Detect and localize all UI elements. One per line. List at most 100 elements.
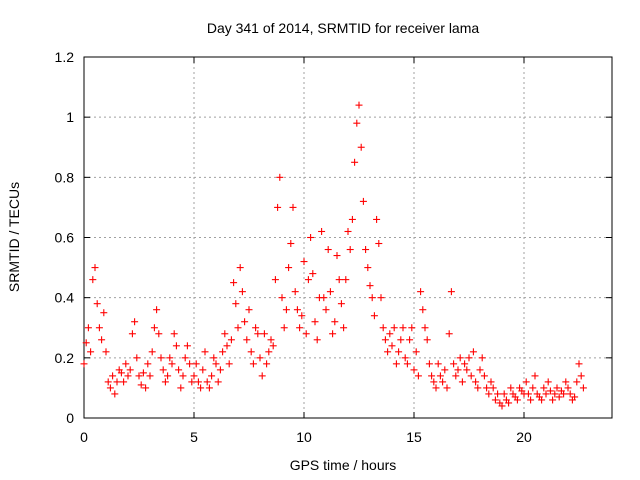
data-point (573, 378, 581, 386)
data-point (564, 384, 572, 392)
data-point (337, 300, 345, 308)
data-point (542, 390, 550, 398)
data-point (329, 330, 337, 338)
data-point (212, 360, 220, 368)
data-point (122, 360, 130, 368)
data-point (175, 366, 183, 374)
data-point (161, 378, 169, 386)
x-tick-label: 5 (190, 429, 198, 445)
data-point (210, 354, 218, 362)
data-point (274, 203, 282, 211)
data-point (318, 227, 326, 235)
data-point (104, 378, 112, 386)
data-point (219, 348, 227, 356)
data-point (135, 372, 143, 380)
data-point (100, 309, 108, 317)
data-point (577, 372, 585, 380)
data-point (478, 354, 486, 362)
data-point (98, 336, 106, 344)
data-point (353, 119, 361, 127)
data-point (454, 366, 462, 374)
data-point (287, 240, 295, 248)
grid (84, 57, 612, 418)
data-point (538, 396, 546, 404)
data-point (540, 384, 548, 392)
data-point (326, 288, 334, 296)
data-point (474, 384, 482, 392)
data-point (436, 372, 444, 380)
data-point (296, 324, 304, 332)
data-point (93, 300, 101, 308)
data-point (168, 360, 176, 368)
data-point (342, 276, 350, 284)
data-point (267, 336, 275, 344)
data-point (419, 306, 427, 314)
data-point (524, 390, 532, 398)
data-point (487, 378, 495, 386)
data-point (214, 378, 222, 386)
data-point (205, 384, 213, 392)
data-point (375, 240, 383, 248)
data-point (186, 360, 194, 368)
data-point (157, 354, 165, 362)
data-point (412, 348, 420, 356)
data-point (456, 354, 464, 362)
data-point (500, 390, 508, 398)
data-point (89, 276, 97, 284)
data-point (106, 384, 114, 392)
data-point (430, 378, 438, 386)
data-point (113, 378, 121, 386)
data-point (82, 339, 90, 347)
data-point (445, 330, 453, 338)
data-point (265, 348, 273, 356)
data-point (408, 324, 416, 332)
data-point (80, 360, 88, 368)
data-point (366, 282, 374, 290)
chart-title: Day 341 of 2014, SRMTID for receiver lam… (207, 20, 480, 36)
data-point (494, 390, 502, 398)
data-point (544, 378, 552, 386)
data-point (476, 366, 484, 374)
data-point (392, 360, 400, 368)
data-point (201, 348, 209, 356)
data-point (238, 288, 246, 296)
data-point (293, 306, 301, 314)
data-points (80, 101, 587, 410)
data-point (254, 330, 262, 338)
data-point (483, 384, 491, 392)
y-tick-label: 1.2 (55, 49, 75, 65)
data-point (150, 324, 158, 332)
data-point (549, 396, 557, 404)
data-point (379, 324, 387, 332)
data-point (87, 348, 95, 356)
data-point (551, 390, 559, 398)
data-point (285, 264, 293, 272)
data-point (562, 378, 570, 386)
data-point (170, 330, 178, 338)
data-point (428, 372, 436, 380)
data-point (377, 294, 385, 302)
y-tick-label: 0.4 (55, 290, 75, 306)
data-point (522, 378, 530, 386)
data-point (166, 354, 174, 362)
data-point (177, 384, 185, 392)
data-point (128, 330, 136, 338)
data-point (249, 360, 257, 368)
data-point (260, 330, 268, 338)
data-point (131, 318, 139, 326)
data-point (256, 354, 264, 362)
data-point (243, 336, 251, 344)
data-point (425, 360, 433, 368)
data-point (300, 258, 308, 266)
data-point (227, 336, 235, 344)
data-point (447, 288, 455, 296)
axis-ticks: 0 0.2 0.4 0.6 0.8 1 1.2 0 5 10 15 20 (55, 49, 612, 445)
data-point (423, 336, 431, 344)
data-point (403, 360, 411, 368)
data-point (434, 360, 442, 368)
data-point (276, 173, 284, 181)
data-point (146, 372, 154, 380)
data-point (491, 396, 499, 404)
x-axis-label: GPS time / hours (290, 457, 397, 473)
data-point (324, 246, 332, 254)
